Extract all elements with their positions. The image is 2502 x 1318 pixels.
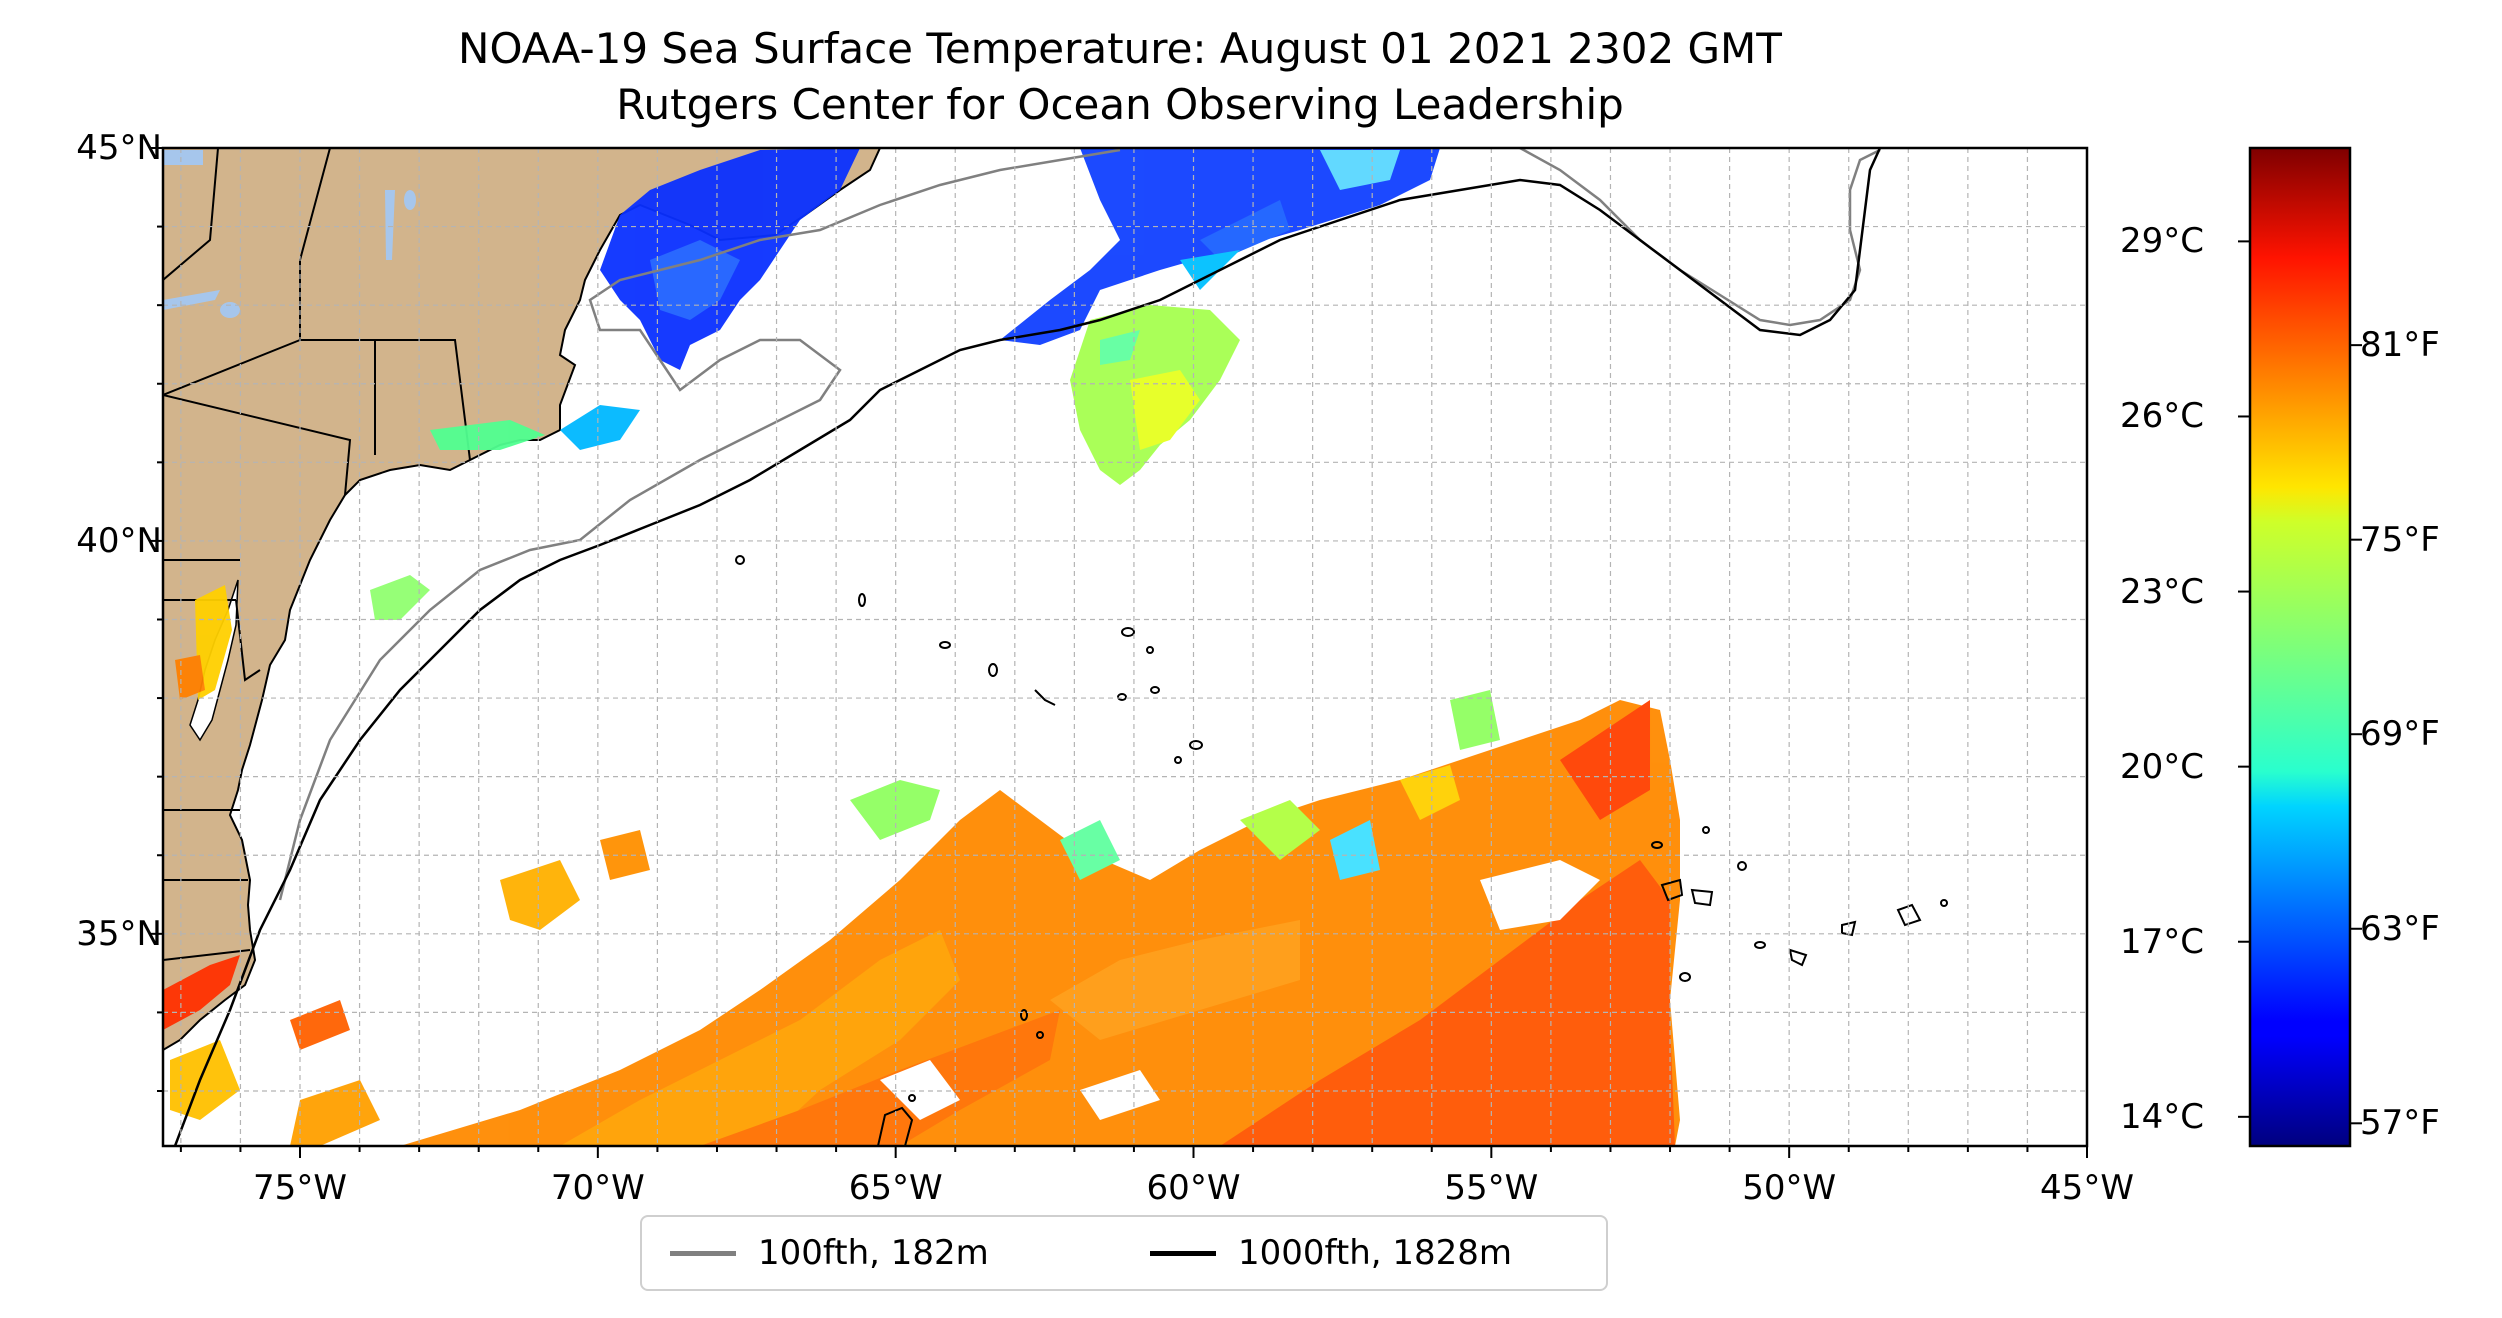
grid-lines-vertical bbox=[180, 148, 2029, 1146]
colorbar bbox=[2248, 146, 2352, 1148]
colorbar-label-fahrenheit: 75°F bbox=[2360, 519, 2440, 560]
colorbar-label-celsius: 23°C bbox=[2120, 571, 2205, 612]
colorbar-label-celsius: 26°C bbox=[2120, 396, 2205, 437]
legend-label: 1000fth, 1828m bbox=[1238, 1233, 1513, 1273]
colorbar-label-fahrenheit: 81°F bbox=[2360, 325, 2440, 366]
lon-label: 70°W bbox=[550, 1168, 645, 1208]
lon-label: 50°W bbox=[1742, 1168, 1837, 1208]
colorbar-label-celsius: 14°C bbox=[2120, 1096, 2205, 1137]
lon-label: 55°W bbox=[1444, 1168, 1539, 1208]
legend: 100fth, 182m 1000fth, 1828m bbox=[640, 1215, 1608, 1291]
colorbar-label-celsius: 20°C bbox=[2120, 746, 2205, 787]
colorbar-label-celsius: 17°C bbox=[2120, 921, 2205, 962]
map-subtitle: Rutgers Center for Ocean Observing Leade… bbox=[616, 80, 1624, 129]
lat-label: 35°N bbox=[76, 913, 162, 954]
lon-label: 75°W bbox=[253, 1168, 347, 1208]
grid-lines-horizontal bbox=[163, 225, 2087, 1092]
lon-label: 60°W bbox=[1146, 1168, 1241, 1208]
legend-label: 100fth, 182m bbox=[758, 1233, 989, 1273]
seamounts bbox=[735, 555, 1948, 1146]
lat-label: 40°N bbox=[76, 520, 162, 561]
colorbar-label-fahrenheit: 69°F bbox=[2360, 714, 2440, 755]
sst-pixels bbox=[163, 148, 1680, 1146]
colorbar-label-fahrenheit: 57°F bbox=[2360, 1103, 2440, 1144]
legend-swatch bbox=[670, 1250, 736, 1256]
colorbar-label-celsius: 29°C bbox=[2120, 221, 2205, 262]
lon-label: 65°W bbox=[848, 1168, 943, 1208]
lakes bbox=[163, 150, 416, 318]
legend-item-1000fth: 1000fth, 1828m bbox=[1150, 1217, 1512, 1289]
map-title: NOAA-19 Sea Surface Temperature: August … bbox=[458, 24, 1782, 73]
map-frame bbox=[161, 146, 2089, 1148]
lon-label: 45°W bbox=[2040, 1168, 2134, 1208]
lat-label: 45°N bbox=[76, 128, 162, 168]
legend-swatch bbox=[1150, 1250, 1216, 1256]
colorbar-label-fahrenheit: 63°F bbox=[2360, 908, 2440, 949]
contour-1000fth bbox=[173, 148, 1882, 1146]
colorbar-ticks bbox=[2238, 240, 2362, 1125]
axis-ticks bbox=[151, 147, 2088, 1158]
contour-100fth bbox=[278, 148, 1881, 901]
legend-item-100fth: 100fth, 182m bbox=[670, 1217, 989, 1289]
